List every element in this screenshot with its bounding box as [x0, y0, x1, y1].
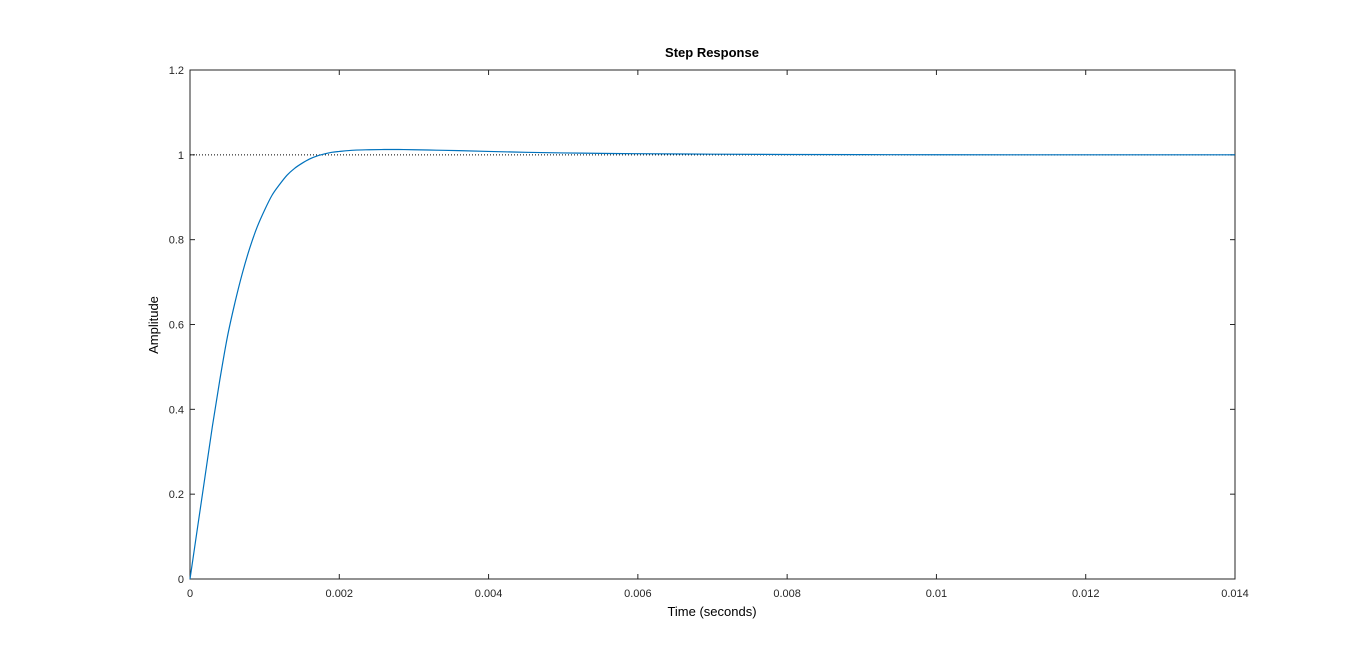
y-tick-label: 0.2 — [169, 489, 184, 501]
y-tick-label: 1.2 — [169, 65, 184, 77]
y-axis-label: Amplitude — [146, 296, 161, 354]
x-axis-label: Time (seconds) — [667, 604, 756, 619]
x-tick-label: 0.008 — [773, 588, 801, 600]
x-tick-label: 0.01 — [926, 588, 947, 600]
x-tick-label: 0.012 — [1072, 588, 1100, 600]
x-tick-label: 0 — [187, 588, 193, 600]
y-tick-label: 1 — [178, 150, 184, 162]
axes-frame — [189, 69, 1236, 580]
x-tick-label: 0.002 — [326, 588, 354, 600]
chart-title: Step Response — [665, 45, 759, 60]
x-axis: 0 0.002 0.004 0.006 0.008 0.01 0.012 0.014 — [187, 70, 1249, 600]
y-axis: 0 0.2 0.4 0.6 0.8 1 1.2 — [169, 65, 1235, 586]
y-tick-label: 0.4 — [169, 404, 184, 416]
x-tick-label: 0.004 — [475, 588, 503, 600]
x-tick-label: 0.014 — [1221, 588, 1249, 600]
y-tick-label: 0.6 — [169, 320, 184, 332]
series-layer — [189, 148, 1235, 580]
y-tick-label: 0.8 — [169, 235, 184, 247]
axes[interactable] — [189, 69, 1236, 580]
x-tick-label: 0.006 — [624, 588, 652, 600]
y-tick-label: 0 — [178, 574, 184, 586]
series-line-0[interactable] — [189, 148, 1235, 580]
